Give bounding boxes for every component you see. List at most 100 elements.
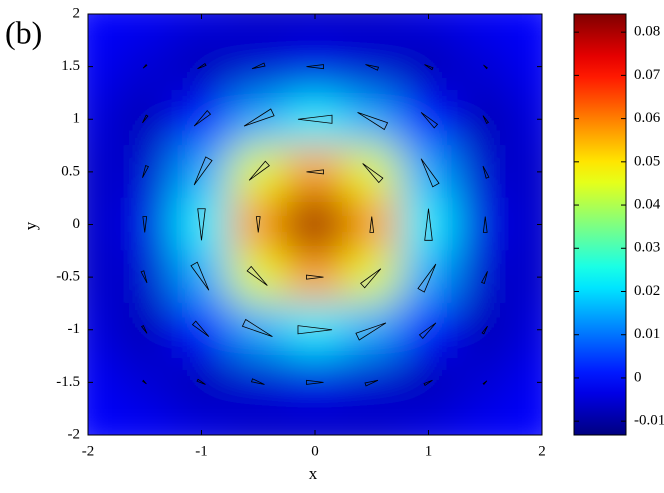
heat-cell <box>342 197 401 252</box>
heat-cell <box>172 355 231 410</box>
quiver-arrow <box>355 322 387 341</box>
heat-cell <box>172 250 231 304</box>
quiver-arrow <box>142 165 149 178</box>
quiver-arrow <box>140 270 148 284</box>
y-tick-label: 2 <box>73 5 81 21</box>
colorbar-tick-label: 0.01 <box>634 326 660 342</box>
heat-cell <box>399 197 458 252</box>
heat-cell <box>342 92 401 147</box>
quiver-arrow <box>483 64 488 70</box>
heat-cell <box>229 302 288 357</box>
heat-cell <box>115 145 174 199</box>
quiver-arrow <box>306 379 324 385</box>
heat-cell <box>115 197 174 252</box>
heat-cell <box>229 145 288 199</box>
colorbar-tick-label: 0.03 <box>634 240 660 256</box>
heat-cell <box>399 250 458 304</box>
heat-cell <box>286 197 344 252</box>
heat-cell <box>115 250 174 304</box>
heat-cell <box>115 302 174 357</box>
heat-cell <box>342 145 401 199</box>
y-tick-label: -0.5 <box>56 269 80 285</box>
heat-cell <box>115 92 174 147</box>
quiver-arrow <box>420 112 439 129</box>
heat-cell <box>88 14 117 41</box>
colorbar-tick-label: 0 <box>634 369 642 385</box>
heat-cell <box>115 408 174 435</box>
colorbar-tick-label: 0.04 <box>634 196 661 212</box>
heat-cell <box>172 302 231 357</box>
heat-cell <box>229 39 288 94</box>
quiver-arrow <box>197 62 207 70</box>
y-tick-label: 1 <box>73 111 81 127</box>
quiver-arrow <box>190 261 210 291</box>
heat-cell <box>513 408 542 435</box>
y-tick-label: 1.5 <box>61 58 80 74</box>
quiver-arrow <box>142 64 148 69</box>
quiver-arrow <box>417 263 437 293</box>
y-tick-label: 0.5 <box>61 163 80 179</box>
quiver <box>140 62 490 387</box>
heat-cell <box>456 408 515 435</box>
colorbar-tick-label: 0.07 <box>634 67 661 83</box>
heat-cell <box>229 250 288 304</box>
heat-cell <box>399 92 458 147</box>
quiver-arrow <box>360 268 382 289</box>
y-tick-label: 0 <box>73 216 81 232</box>
quiver-arrow <box>482 380 488 385</box>
quiver-arrow <box>142 216 148 233</box>
quiver-arrow <box>142 114 149 124</box>
heatmap <box>88 14 542 435</box>
heat-cell <box>115 14 174 41</box>
heat-cell <box>399 39 458 94</box>
x-tick-label: 2 <box>538 443 546 459</box>
quiver-arrow <box>193 156 213 186</box>
quiver-arrow <box>142 379 147 385</box>
quiver-arrow <box>297 325 333 335</box>
y-tick-label: -2 <box>68 426 81 442</box>
quiver-arrow <box>243 108 275 127</box>
heat-cell <box>172 92 231 147</box>
quiver-arrow <box>424 208 433 241</box>
heat-cell <box>229 355 288 410</box>
heat-cell <box>172 197 231 252</box>
quiver-arrow <box>241 318 273 337</box>
heat-cell <box>456 302 515 357</box>
heat-cell <box>342 408 401 435</box>
quiver-arrow <box>196 378 206 385</box>
quiver-arrow <box>482 216 488 233</box>
colorbar <box>573 13 627 436</box>
heat-cell <box>456 250 515 304</box>
heat-cell <box>229 197 288 252</box>
heat-cell <box>286 355 344 410</box>
quiver-arrow <box>481 325 488 335</box>
quiver-arrow <box>423 379 433 387</box>
quiver-arrow <box>141 324 148 334</box>
x-tick-label: -1 <box>195 443 208 459</box>
quiver-arrow <box>365 64 380 71</box>
heat-cell <box>342 302 401 357</box>
heat-cell <box>172 14 231 41</box>
heat-cell <box>456 145 515 199</box>
heat-cell <box>399 14 458 41</box>
quiver-arrow <box>193 110 212 127</box>
quiver-arrow <box>251 62 266 70</box>
x-tick-label: 1 <box>425 443 433 459</box>
heat-cell <box>456 92 515 147</box>
heat-cell <box>286 39 344 94</box>
quiver-arrow <box>248 160 270 181</box>
quiver-arrow <box>420 158 440 188</box>
colorbar-tick-label: 0.08 <box>634 24 660 40</box>
heat-cell <box>286 14 344 41</box>
quiver-arrow <box>369 216 375 233</box>
heat-cell <box>229 92 288 147</box>
heat-cell <box>342 14 401 41</box>
quiver-arrow <box>191 320 210 337</box>
quiver-arrow <box>418 322 437 339</box>
heat-cell <box>229 14 288 41</box>
y-tick-label: -1 <box>68 321 81 337</box>
heat-cell <box>286 145 344 199</box>
heat-cell <box>172 145 231 199</box>
quiver-arrow <box>306 64 324 70</box>
